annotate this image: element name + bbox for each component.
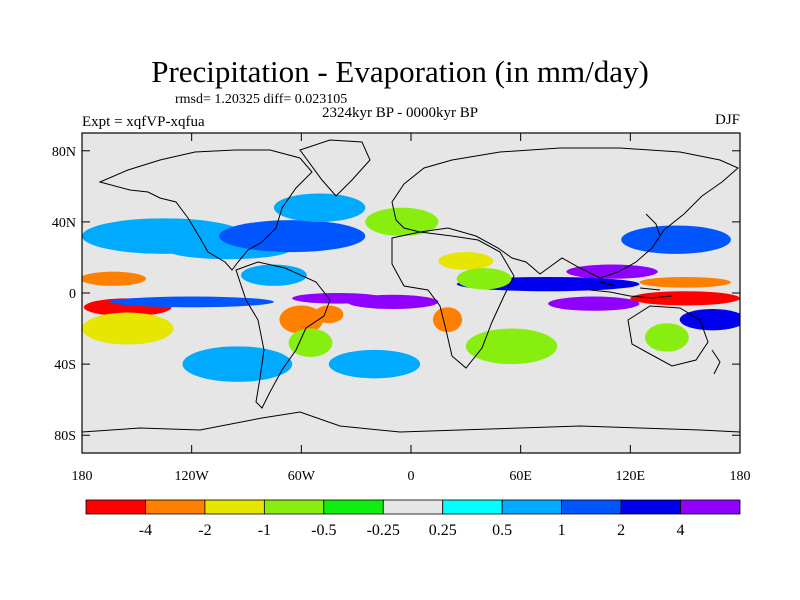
contour-region <box>279 305 324 334</box>
colorbar-swatch <box>382 499 444 515</box>
contour-region <box>82 271 146 286</box>
map-background <box>82 133 740 453</box>
x-tick-label: 120W <box>175 469 210 484</box>
contour-region <box>432 307 463 333</box>
contour-region <box>438 252 494 270</box>
contour-region <box>273 193 366 222</box>
x-tick-label: 180 <box>72 469 93 484</box>
new-zealand-coast <box>711 349 721 375</box>
colorbar-swatch <box>501 499 563 515</box>
south-america-coast <box>235 261 331 409</box>
coastlines <box>82 139 740 433</box>
y-axis: 80N 40N 0 40S 80S <box>52 145 740 444</box>
colorbar-swatch <box>263 499 325 515</box>
colorbar-swatch <box>561 499 622 515</box>
colorbar-label: -0.5 <box>311 522 336 539</box>
contour-region <box>109 296 274 308</box>
colorbar-label: -1 <box>258 522 271 539</box>
contour-region <box>621 225 731 254</box>
y-tick-label: 40S <box>54 358 76 373</box>
contour-region <box>82 312 174 345</box>
x-tick-label: 0 <box>408 469 415 484</box>
contour-region <box>288 328 333 357</box>
contour-region <box>328 349 421 379</box>
experiment-label: Expt = xqfVP-xqfua <box>82 114 205 130</box>
colorbar-label: -4 <box>139 522 152 539</box>
season-label: DJF <box>714 112 740 128</box>
colorbar-swatch <box>620 499 681 515</box>
colorbar-label: 1 <box>558 522 566 539</box>
contour-region <box>644 323 689 352</box>
period-label: 2324kyr BP - 0000kyr BP <box>322 105 479 121</box>
africa-coast <box>391 231 515 369</box>
greenland-coast <box>299 139 371 197</box>
antarctica-coast <box>82 411 740 433</box>
colorbar-label: 4 <box>677 522 685 539</box>
contour-region <box>347 294 439 309</box>
contour-region <box>465 328 558 365</box>
colorbar-swatch <box>145 499 206 515</box>
japan-coast <box>645 213 661 237</box>
x-axis: 180 120W 60W 0 60E 120E 180 <box>72 133 751 484</box>
contour-fields <box>82 193 740 382</box>
colorbar-label: 0.25 <box>429 522 457 539</box>
contour-region <box>639 277 731 288</box>
x-tick-label: 180 <box>730 469 751 484</box>
contour-region <box>630 291 740 306</box>
indonesia-coast <box>589 281 673 299</box>
colorbar: -4 -2 -1 -0.5 -0.25 0.25 0.5 1 2 4 <box>85 499 741 539</box>
x-tick-label: 60E <box>509 469 532 484</box>
contour-region <box>679 309 740 331</box>
colorbar-label: -0.25 <box>367 522 400 539</box>
eurasia-coast <box>391 147 739 279</box>
colorbar-label: -2 <box>198 522 211 539</box>
y-tick-label: 40N <box>52 216 76 231</box>
y-tick-label: 0 <box>69 287 76 302</box>
colorbar-swatch <box>323 499 384 515</box>
contour-region <box>548 296 640 311</box>
chart-title: Precipitation - Evaporation (in mm/day) <box>151 54 649 89</box>
colorbar-swatch <box>680 499 741 515</box>
contour-region <box>241 264 307 286</box>
x-tick-label: 60W <box>288 469 316 484</box>
colorbar-label: 0.5 <box>492 522 512 539</box>
contour-region <box>566 264 658 279</box>
x-tick-label: 120E <box>616 469 646 484</box>
north-america-coast <box>98 149 313 271</box>
contour-region <box>314 305 344 324</box>
colorbar-label: 2 <box>617 522 625 539</box>
colorbar-swatch <box>85 499 146 515</box>
contour-region <box>182 346 293 382</box>
australia-coast <box>627 305 709 367</box>
contour-region <box>456 268 512 290</box>
contour-region <box>365 207 439 237</box>
y-tick-label: 80N <box>52 145 76 160</box>
colorbar-swatch <box>442 499 503 515</box>
colorbar-swatch <box>204 499 265 515</box>
stats-label: rmsd= 1.20325 diff= 0.023105 <box>175 92 348 107</box>
y-tick-label: 80S <box>54 429 76 444</box>
contour-region <box>219 220 366 253</box>
